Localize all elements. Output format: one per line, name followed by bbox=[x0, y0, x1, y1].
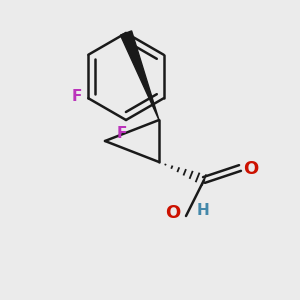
Text: F: F bbox=[116, 126, 127, 141]
Polygon shape bbox=[120, 31, 159, 120]
Text: O: O bbox=[165, 204, 180, 222]
Text: F: F bbox=[71, 89, 82, 104]
Text: H: H bbox=[196, 203, 209, 218]
Text: O: O bbox=[243, 160, 258, 178]
